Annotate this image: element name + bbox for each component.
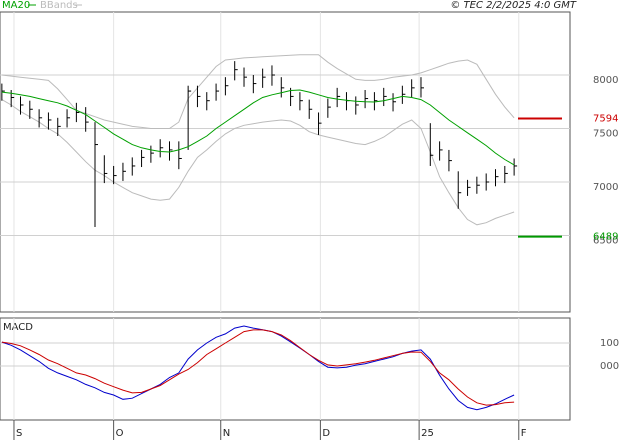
y-tick-label: 7500	[593, 129, 618, 140]
y-tick-label: 000	[600, 361, 619, 372]
source: © TEC 2/2/2025 4:0 GMT	[450, 0, 577, 11]
y-tick-label: 100	[600, 338, 619, 349]
x-tick-label: O	[116, 428, 124, 439]
bband-lower	[1, 99, 515, 226]
bband-upper	[1, 54, 515, 129]
x-tick-label: F	[521, 428, 527, 439]
y-tick-label: 7000	[593, 182, 618, 193]
ma20-line	[1, 89, 515, 166]
level-label: 6489	[593, 232, 618, 243]
level-label: 7594	[593, 113, 618, 124]
macd-line	[1, 329, 515, 406]
x-tick-label: 25	[421, 428, 434, 439]
x-tick-label: S	[16, 428, 22, 439]
x-tick-label: N	[223, 428, 230, 439]
legend-ma20: MA20	[2, 0, 30, 11]
legend-bbands: BBands	[40, 0, 78, 11]
x-tick-label: D	[322, 428, 330, 439]
y-tick-label: 6500	[593, 236, 618, 247]
macd-line	[1, 325, 515, 411]
y-tick-label: 8000	[593, 75, 618, 86]
macd-panel	[0, 317, 571, 421]
macd-title: MACD	[3, 322, 33, 333]
